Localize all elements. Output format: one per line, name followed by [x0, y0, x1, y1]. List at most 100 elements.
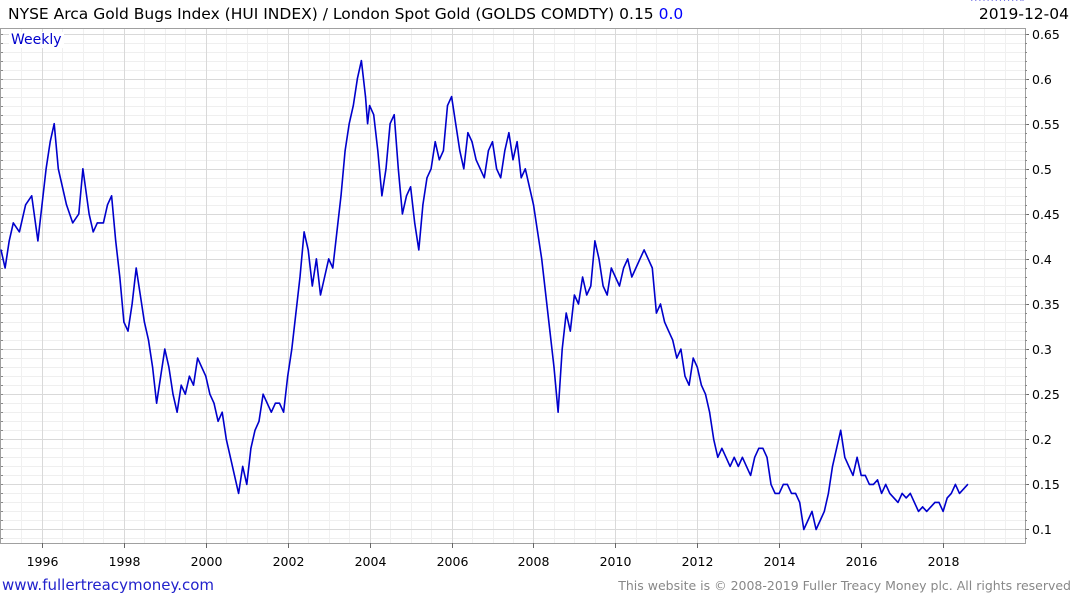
data-point — [111, 195, 113, 197]
data-point — [123, 321, 125, 323]
website-link[interactable]: www.fullertreacymoney.com — [2, 576, 215, 594]
data-point — [815, 528, 817, 531]
data-point — [979, 0, 981, 1]
y-tick-label: 0.1 — [1032, 522, 1052, 537]
data-point — [479, 168, 481, 170]
data-point — [311, 285, 313, 287]
data-point — [385, 168, 387, 170]
data-point — [627, 258, 629, 260]
data-point — [991, 0, 993, 1]
x-tick-label: 2002 — [273, 554, 305, 569]
data-point — [336, 231, 338, 233]
data-point — [1008, 0, 1010, 1]
data-point — [504, 150, 506, 152]
data-point — [643, 249, 645, 251]
data-point — [754, 456, 756, 458]
data-point — [807, 519, 809, 522]
y-tick-label: 0.6 — [1032, 72, 1052, 87]
data-point — [532, 204, 535, 206]
data-point — [614, 276, 617, 278]
data-point — [65, 204, 68, 206]
data-point — [762, 447, 764, 449]
data-point — [209, 393, 211, 395]
data-point — [786, 483, 789, 485]
data-point — [963, 488, 965, 490]
data-point — [725, 456, 727, 458]
data-point — [594, 240, 596, 242]
data-point — [913, 501, 916, 503]
data-point — [1003, 0, 1006, 1]
data-point — [164, 348, 166, 350]
data-point — [307, 249, 309, 251]
data-point — [803, 528, 805, 531]
y-tick-label: 0.4 — [1032, 252, 1052, 267]
data-point — [414, 222, 416, 224]
data-point — [381, 195, 383, 197]
data-point — [819, 519, 821, 522]
data-point — [897, 501, 899, 503]
data-point — [57, 168, 59, 170]
data-point — [360, 60, 362, 62]
data-point — [102, 222, 104, 224]
data-point — [483, 177, 485, 179]
data-point — [45, 168, 47, 170]
data-point — [463, 168, 465, 170]
data-point — [160, 375, 162, 377]
data-point — [721, 447, 723, 449]
data-point — [364, 96, 367, 98]
y-tick-label: 0.3 — [1032, 342, 1052, 357]
data-point — [397, 168, 399, 170]
data-point — [1012, 0, 1014, 1]
data-point — [254, 429, 256, 431]
data-point — [864, 474, 866, 476]
data-point — [836, 447, 838, 449]
data-point — [446, 105, 449, 107]
data-point — [602, 285, 604, 287]
data-point — [635, 267, 637, 269]
data-point — [537, 231, 539, 233]
data-point — [25, 204, 27, 206]
data-point — [180, 384, 182, 386]
chart-last-change: 0.0 — [658, 5, 684, 23]
data-point — [229, 456, 231, 458]
x-tick-label: 2008 — [518, 554, 550, 569]
data-point — [610, 267, 612, 269]
data-point — [127, 330, 129, 332]
data-point — [8, 240, 10, 242]
data-point — [561, 348, 563, 350]
data-point — [577, 303, 580, 305]
data-point — [885, 483, 887, 485]
data-point — [250, 447, 252, 449]
data-point — [938, 501, 940, 503]
data-point — [184, 393, 186, 395]
data-point — [565, 312, 567, 314]
data-point — [135, 267, 137, 269]
data-point — [713, 438, 715, 440]
data-point — [500, 177, 502, 179]
data-point — [737, 465, 739, 467]
data-point — [569, 330, 571, 332]
data-point — [328, 258, 330, 260]
data-point — [631, 276, 633, 278]
data-point — [655, 312, 658, 314]
data-point — [823, 510, 825, 512]
data-point — [324, 276, 326, 278]
data-point — [545, 294, 547, 296]
data-point — [782, 483, 784, 485]
data-point — [549, 330, 551, 332]
data-point — [528, 186, 531, 188]
grid-lines — [1, 29, 1025, 543]
y-tick-label: 0.65 — [1032, 27, 1060, 42]
data-point — [672, 339, 674, 341]
data-point — [881, 492, 883, 494]
data-point — [967, 483, 969, 485]
data-point — [356, 78, 358, 80]
data-point — [926, 510, 928, 512]
data-point — [147, 339, 150, 341]
data-point — [950, 492, 952, 494]
x-tick-label: 2016 — [846, 554, 878, 569]
data-point — [31, 195, 33, 197]
data-point — [287, 375, 289, 377]
data-point — [4, 267, 6, 269]
data-point — [745, 465, 748, 467]
